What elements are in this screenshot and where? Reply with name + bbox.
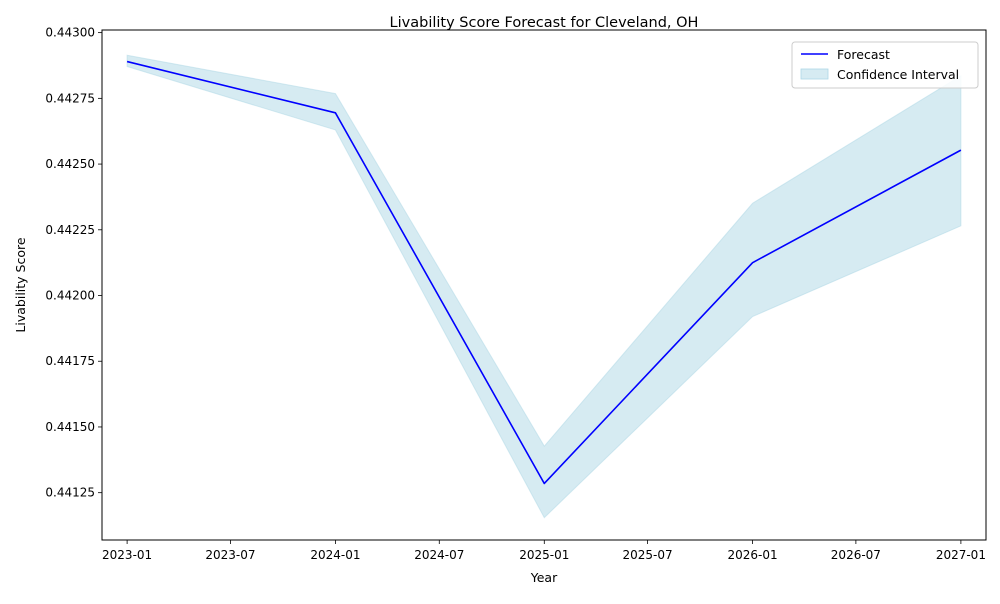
- y-tick-label: 0.44200: [45, 289, 95, 303]
- x-tick-label: 2026-07: [831, 548, 881, 562]
- x-tick-label: 2027-01: [936, 548, 986, 562]
- x-axis-label: Year: [530, 570, 558, 585]
- x-tick-label: 2025-07: [623, 548, 673, 562]
- x-tick-label: 2023-07: [205, 548, 255, 562]
- y-tick-label: 0.44225: [45, 223, 95, 237]
- y-tick-label: 0.44300: [45, 26, 95, 40]
- x-tick-label: 2023-01: [102, 548, 152, 562]
- y-axis-ticks: 0.44125 0.44150 0.44175 0.44200 0.44225 0.442…: [45, 26, 102, 500]
- x-axis-ticks: 2023-01 2023-07 2024-01 2024-07 2025-01 2025-…: [102, 540, 986, 562]
- confidence-band: [126, 54, 962, 519]
- forecast-line: [126, 60, 962, 485]
- y-tick-label: 0.44250: [45, 157, 95, 171]
- y-tick-label: 0.44150: [45, 420, 95, 434]
- legend: Forecast Confidence Interval: [791, 41, 979, 89]
- x-tick-label: 2024-07: [414, 548, 464, 562]
- y-tick-label: 0.44175: [45, 354, 95, 368]
- y-tick-label: 0.44125: [45, 486, 95, 500]
- x-tick-label: 2025-01: [519, 548, 569, 562]
- y-tick-label: 0.44275: [45, 91, 95, 105]
- x-tick-label: 2024-01: [310, 548, 360, 562]
- legend-confidence-swatch: [800, 68, 829, 80]
- confidence-band-layer: [126, 54, 962, 519]
- x-tick-label: 2026-01: [728, 548, 778, 562]
- legend-frame: [791, 41, 979, 89]
- chart-title: Livability Score Forecast for Cleveland,…: [390, 15, 699, 31]
- y-axis-label: Livability Score: [13, 237, 28, 332]
- forecast-line-layer: [126, 60, 962, 485]
- legend-forecast-label: Forecast: [837, 47, 890, 62]
- legend-confidence-label: Confidence Interval: [837, 67, 959, 82]
